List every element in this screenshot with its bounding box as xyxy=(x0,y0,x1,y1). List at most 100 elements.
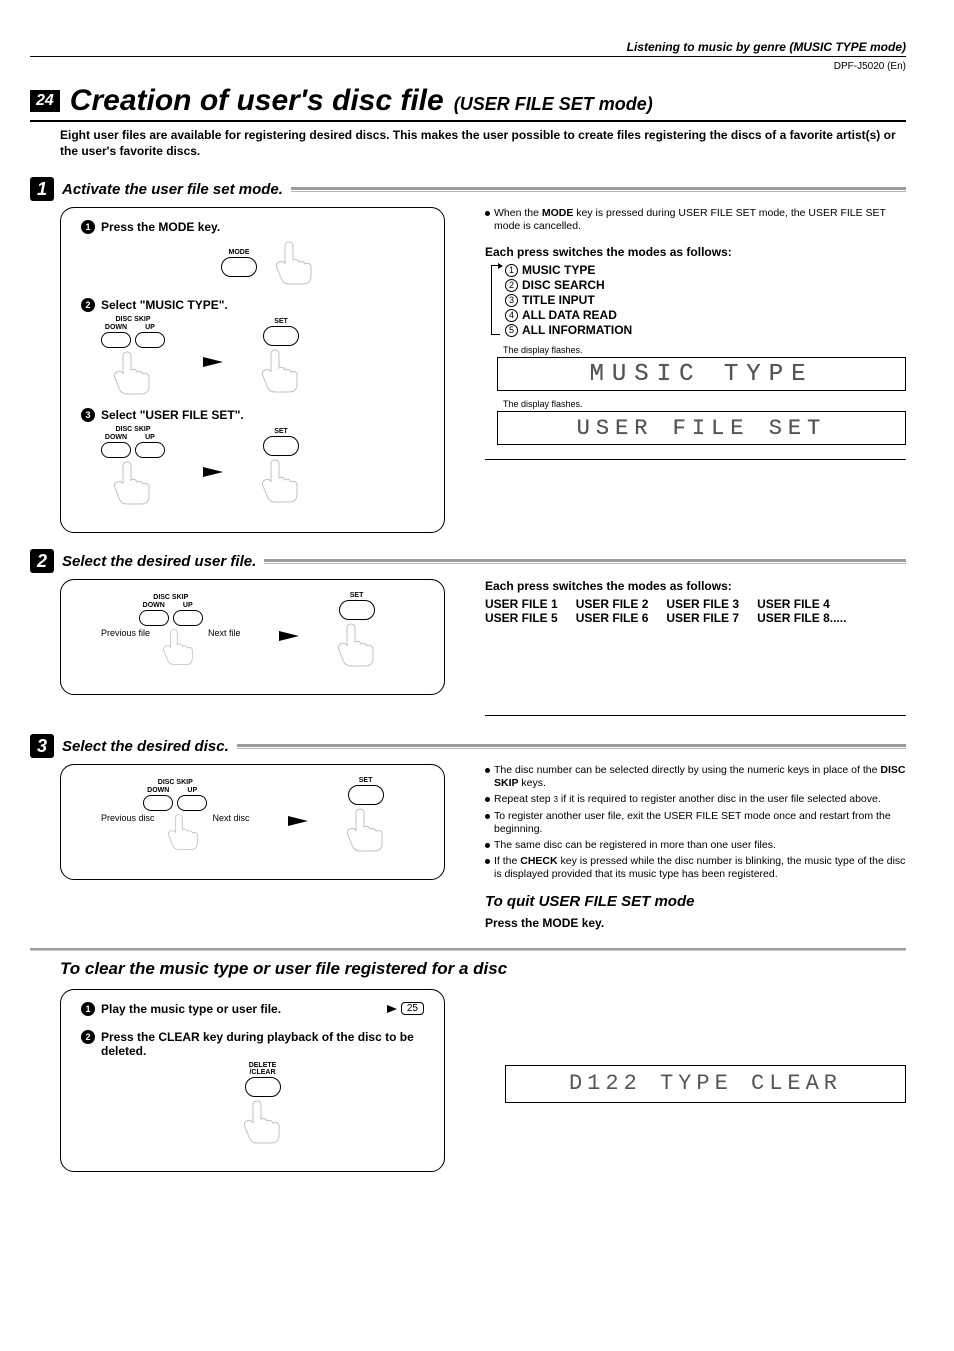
step3-bullet-5: If the CHECK key is pressed while the di… xyxy=(494,855,906,881)
set-button xyxy=(348,785,384,805)
hand-press-icon xyxy=(154,626,204,668)
step1-sub2: 2 Select "MUSIC TYPE". xyxy=(81,298,424,312)
user-file-cell: USER FILE 8..... xyxy=(757,611,846,625)
step1-rule xyxy=(291,187,906,192)
up-button xyxy=(135,332,165,348)
page-title-mode: (USER FILE SET mode) xyxy=(454,94,653,115)
mode-item-2: DISC SEARCH xyxy=(522,278,605,292)
step1-row: 1 Press the MODE key. MODE 2 Select "MUS… xyxy=(30,207,906,539)
prev-file-label: Previous file xyxy=(101,628,150,638)
circled-3-icon: 3 xyxy=(505,294,518,307)
flash-label-1: The display flashes. xyxy=(503,345,906,355)
step2-panel: DISC SKIP DOWN UP Previous file Next fil… xyxy=(60,579,445,695)
hand-press-icon xyxy=(336,805,396,855)
up-label: UP xyxy=(187,787,197,794)
mode-item-3: TITLE INPUT xyxy=(522,293,595,307)
step2-rule xyxy=(264,559,906,564)
step1-note: When the MODE key is pressed during USER… xyxy=(494,207,906,233)
down-label: DOWN xyxy=(147,787,169,794)
down-label: DOWN xyxy=(105,324,127,331)
down-button xyxy=(139,610,169,626)
down-button xyxy=(101,442,131,458)
page-ref-box: 25 xyxy=(401,1002,424,1015)
hand-press-icon xyxy=(103,348,163,398)
delete-clear-button xyxy=(245,1077,281,1097)
clear-sub2: Press the CLEAR key during playback of t… xyxy=(101,1030,424,1058)
set-label: SET xyxy=(350,592,364,599)
arrow-right-icon xyxy=(203,357,223,367)
bullet-icon xyxy=(485,211,490,216)
step1-title: Activate the user file set mode. xyxy=(62,181,283,198)
step2-header: 2 Select the desired user file. xyxy=(30,549,906,573)
step3-badge: 3 xyxy=(30,734,54,758)
step1-sub2-text: Select "MUSIC TYPE". xyxy=(101,298,228,312)
hand-press-icon xyxy=(251,346,311,396)
next-disc-label: Next disc xyxy=(213,813,250,823)
hand-press-icon xyxy=(233,1097,293,1147)
up-button xyxy=(135,442,165,458)
circled-1-icon: 1 xyxy=(505,264,518,277)
hand-press-icon xyxy=(103,458,163,508)
step3-panel: DISC SKIP DOWN UP Previous disc Next dis… xyxy=(60,764,445,880)
mode-list: 1MUSIC TYPE 2DISC SEARCH 3TITLE INPUT 4A… xyxy=(505,263,906,337)
mode-button-shape xyxy=(221,257,257,277)
mode-button: MODE xyxy=(221,249,257,277)
flash-label-2: The display flashes. xyxy=(503,399,906,409)
step3-bullet-3: To register another user file, exit the … xyxy=(494,810,906,836)
step2-right: Each press switches the modes as follows… xyxy=(465,579,906,724)
circled-3-icon: 3 xyxy=(81,408,95,422)
hand-press-icon xyxy=(327,620,387,670)
arrow-right-icon xyxy=(288,816,308,826)
user-files-grid: USER FILE 1 USER FILE 2 USER FILE 3 USER… xyxy=(485,597,906,625)
separator xyxy=(485,459,906,460)
step1-sub1: 1 Press the MODE key. xyxy=(81,220,424,234)
bullet-icon xyxy=(485,797,490,802)
step3-bullet-4: The same disc can be registered in more … xyxy=(494,839,776,852)
breadcrumb: Listening to music by genre (MUSIC TYPE … xyxy=(30,40,906,57)
clear-panel: 1 Play the music type or user file. 25 2… xyxy=(60,989,445,1172)
quit-subhead: To quit USER FILE SET mode xyxy=(485,893,906,910)
user-file-cell: USER FILE 1 xyxy=(485,597,558,611)
circled-5-icon: 5 xyxy=(505,324,518,337)
step3-row: DISC SKIP DOWN UP Previous disc Next dis… xyxy=(30,764,906,930)
model-id: DPF-J5020 (En) xyxy=(30,61,906,72)
clear-sub1: Play the music type or user file. xyxy=(101,1002,281,1016)
circled-1-icon: 1 xyxy=(81,1002,95,1016)
step2-modes-header: Each press switches the modes as follows… xyxy=(485,579,906,593)
section-rule xyxy=(30,948,906,951)
lcd-display-2: USER FILE SET xyxy=(497,411,906,445)
set-label: SET xyxy=(359,777,373,784)
step1-sub3: 3 Select "USER FILE SET". xyxy=(81,408,424,422)
set-button xyxy=(263,326,299,346)
arrow-right-icon xyxy=(203,467,223,477)
circled-4-icon: 4 xyxy=(505,309,518,322)
bullet-icon xyxy=(485,859,490,864)
up-label: UP xyxy=(145,324,155,331)
step1-right: When the MODE key is pressed during USER… xyxy=(465,207,906,539)
step3-title: Select the desired disc. xyxy=(62,738,229,755)
lcd-display-1: MUSIC TYPE xyxy=(497,357,906,391)
down-button xyxy=(101,332,131,348)
circled-2-icon: 2 xyxy=(505,279,518,292)
step1-badge: 1 xyxy=(30,177,54,201)
step3-right: The disc number can be selected directly… xyxy=(465,764,906,930)
user-file-cell: USER FILE 2 xyxy=(576,597,649,611)
set-button xyxy=(263,436,299,456)
up-button xyxy=(173,610,203,626)
user-file-cell: USER FILE 5 xyxy=(485,611,558,625)
step2-title: Select the desired user file. xyxy=(62,553,256,570)
intro-text: Eight user files are available for regis… xyxy=(60,128,906,159)
page-title: Creation of user's disc file xyxy=(70,84,444,118)
disc-skip-label: DISC SKIP xyxy=(158,779,193,786)
up-button xyxy=(177,795,207,811)
down-label: DOWN xyxy=(143,602,165,609)
quit-text: Press the MODE key. xyxy=(485,916,906,930)
disc-skip-label: DISC SKIP xyxy=(115,426,150,433)
user-file-cell: USER FILE 7 xyxy=(666,611,739,625)
circled-1-icon: 1 xyxy=(81,220,95,234)
prev-disc-label: Previous disc xyxy=(101,813,155,823)
bullet-icon xyxy=(485,814,490,819)
step3-header: 3 Select the desired disc. xyxy=(30,734,906,758)
next-file-label: Next file xyxy=(208,628,241,638)
lcd-display-clear: D122 TYPE CLEAR xyxy=(505,1065,906,1103)
